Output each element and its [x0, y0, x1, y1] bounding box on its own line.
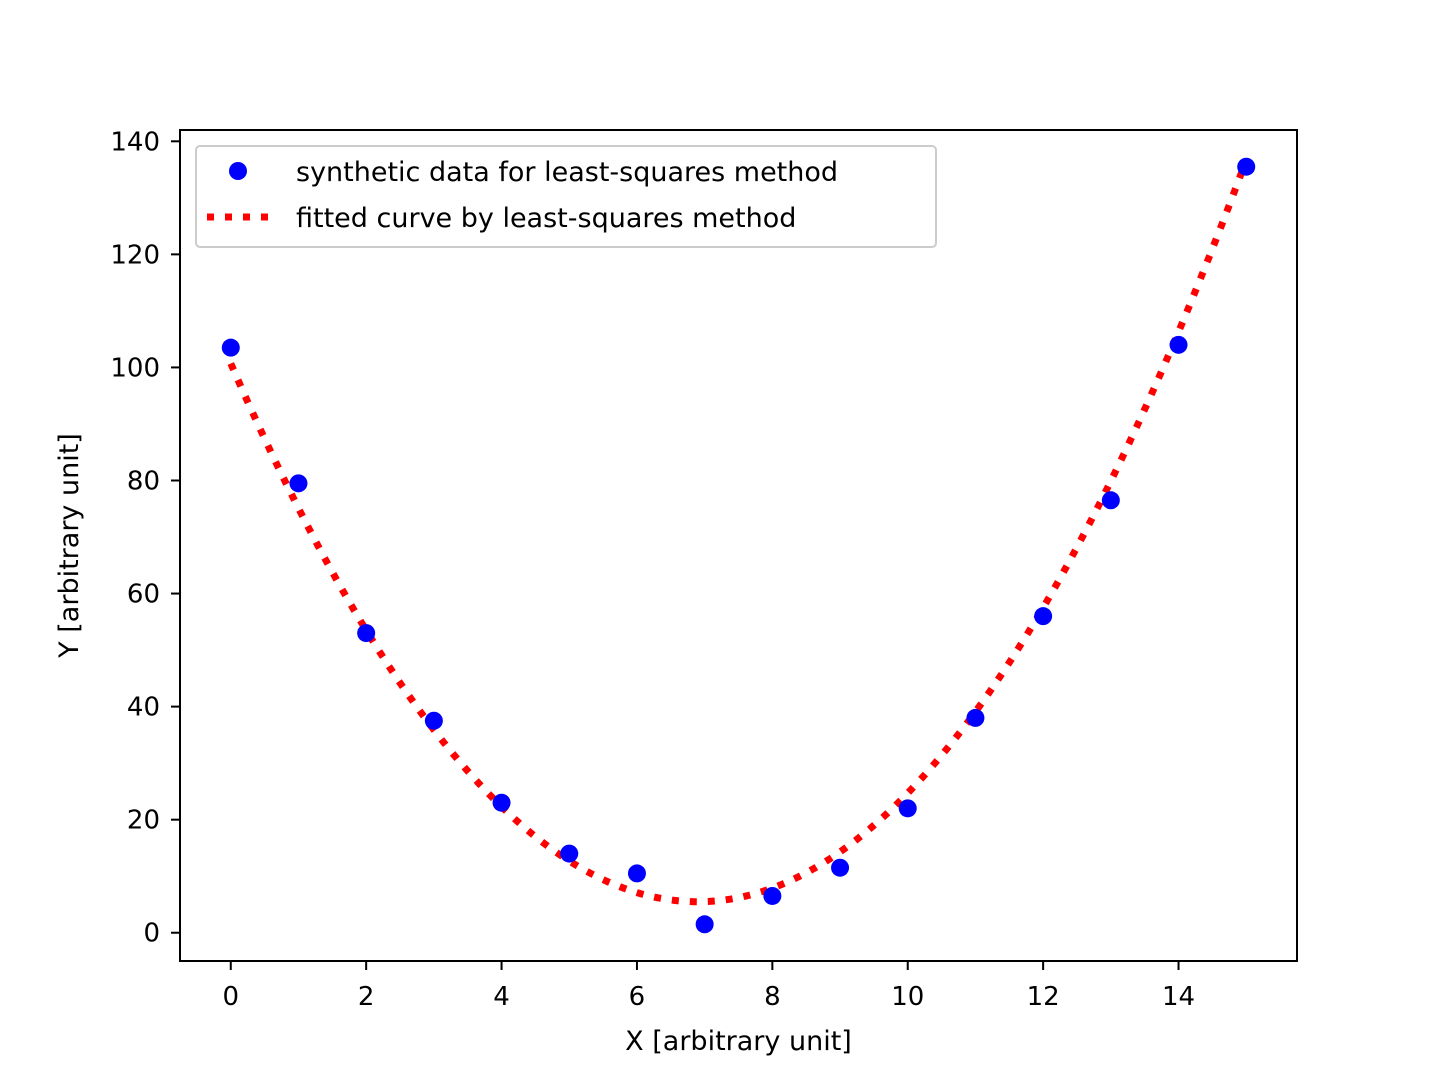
y-tick-label: 140	[110, 127, 160, 157]
data-point	[492, 793, 511, 812]
data-point	[966, 708, 985, 727]
legend-marker-scatter	[229, 162, 247, 180]
data-point	[1101, 491, 1120, 510]
x-tick-label: 4	[493, 982, 510, 1012]
y-axis-label: Y [arbitrary unit]	[54, 433, 85, 659]
axes-frame	[179, 129, 1298, 962]
data-point	[289, 474, 308, 493]
fitted-curve-layer	[227, 158, 1250, 906]
y-tick-label: 120	[110, 240, 160, 270]
x-tick-label: 2	[358, 982, 375, 1012]
data-point	[424, 711, 443, 730]
x-tick-label: 10	[891, 982, 924, 1012]
x-tick-label: 0	[222, 982, 239, 1012]
data-point	[898, 799, 917, 818]
x-tick-label: 8	[764, 982, 781, 1012]
y-tick-label: 20	[127, 806, 160, 836]
y-axis: 0 20 40 60 80 100 120 140	[110, 127, 180, 949]
data-point	[1169, 335, 1188, 354]
plot-area	[179, 129, 1298, 962]
data-point	[221, 338, 240, 357]
legend-label-fit: fitted curve by least-squares method	[296, 203, 796, 234]
data-point	[831, 858, 850, 877]
fitted-curve	[227, 158, 1250, 906]
data-point	[1237, 157, 1256, 176]
y-tick-label: 40	[127, 693, 160, 723]
legend-frame	[195, 145, 937, 248]
data-point	[1034, 607, 1053, 626]
data-point	[763, 886, 782, 905]
y-tick-label: 80	[127, 466, 160, 496]
x-tick-label: 14	[1162, 982, 1195, 1012]
x-tick-label: 6	[629, 982, 646, 1012]
data-point	[560, 844, 579, 863]
data-point	[695, 915, 714, 934]
legend-label-data: synthetic data for least-squares method	[296, 157, 838, 188]
x-axis: 0 2 4 6 8 10 12 14	[222, 961, 1195, 1012]
y-tick-label: 60	[127, 580, 160, 610]
data-point	[357, 624, 376, 643]
data-point	[627, 864, 646, 883]
x-axis-label: X [arbitrary unit]	[625, 1026, 852, 1057]
legend: synthetic data for least-squares method …	[195, 145, 937, 248]
x-tick-label: 12	[1027, 982, 1060, 1012]
y-tick-label: 100	[110, 353, 160, 383]
data-points-layer	[221, 157, 1256, 934]
y-tick-label: 0	[143, 919, 160, 949]
